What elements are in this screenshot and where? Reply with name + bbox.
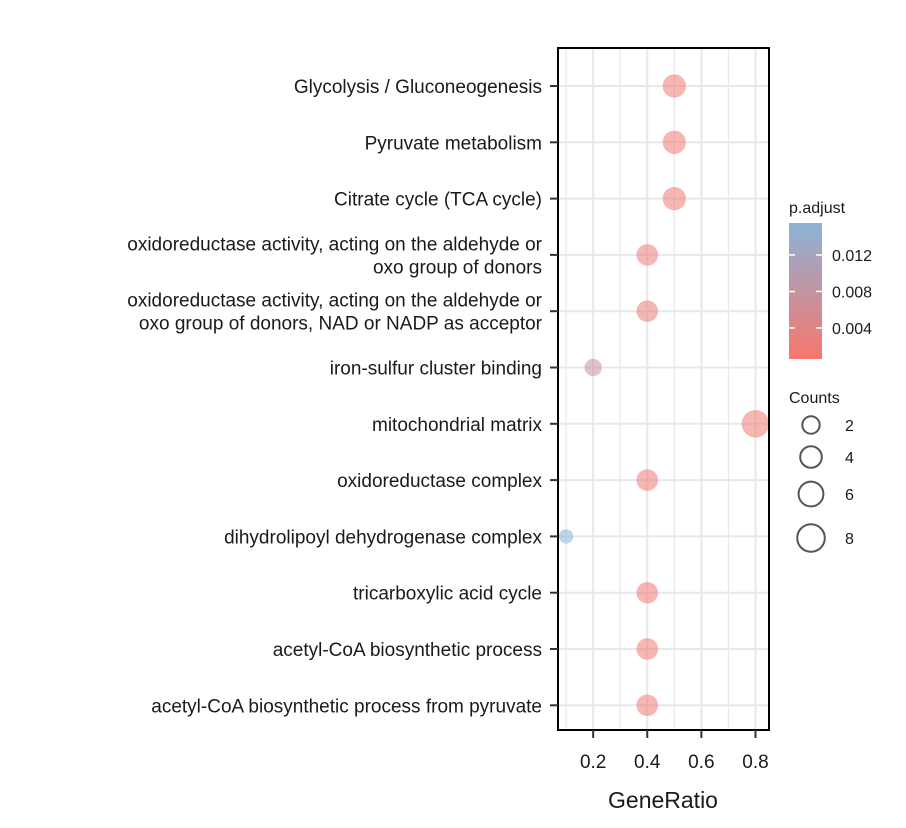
color-legend-label: 0.004 xyxy=(832,321,872,338)
data-point xyxy=(584,358,602,377)
y-tick-label: Glycolysis / Gluconeogenesis xyxy=(294,77,542,98)
plot-panel-border xyxy=(557,47,770,731)
size-legend-label: 6 xyxy=(845,487,854,504)
y-axis: Glycolysis / Gluconeogenesis Pyruvate met… xyxy=(127,77,558,717)
y-tick-label: mitochondrial matrix xyxy=(372,415,542,436)
size-legend-label: 2 xyxy=(845,418,854,435)
data-point xyxy=(636,469,659,491)
x-tick-label: 0.2 xyxy=(580,752,606,773)
x-axis-title: GeneRatio xyxy=(608,787,718,813)
size-legend-label: 4 xyxy=(845,450,854,467)
y-tick-label: oxidoreductase activity, acting on the a… xyxy=(127,234,542,278)
y-tick-label: Pyruvate metabolism xyxy=(365,133,542,154)
data-point xyxy=(662,186,686,211)
y-tick-label: oxidoreductase activity, acting on the a… xyxy=(127,291,542,335)
size-legend-key xyxy=(799,445,823,469)
data-point xyxy=(662,74,686,98)
y-tick-label: dihydrolipoyl dehydrogenase complex xyxy=(224,527,542,548)
y-tick-label: Citrate cycle (TCA cycle) xyxy=(334,190,542,211)
data-points xyxy=(558,74,770,717)
size-legend-key xyxy=(797,480,825,508)
y-tick-label: oxidoreductase complex xyxy=(337,471,542,492)
grid-lines xyxy=(558,48,769,730)
counts-legend: Counts 2 4 6 8 xyxy=(789,390,854,553)
size-legend-key xyxy=(801,415,821,435)
color-legend-label: 0.012 xyxy=(832,248,872,265)
x-tick-label: 0.6 xyxy=(688,752,714,773)
p-adjust-legend: p.adjust 0.012 0.008 0.004 xyxy=(789,200,872,359)
data-point xyxy=(636,694,659,717)
y-tick-label: acetyl-CoA biosynthetic process from pyr… xyxy=(151,696,542,717)
y-tick-label: tricarboxylic acid cycle xyxy=(353,584,542,605)
data-point xyxy=(636,638,659,660)
x-axis: 0.2 0.4 0.6 0.8 xyxy=(580,730,769,773)
data-point xyxy=(636,244,659,266)
x-tick-label: 0.4 xyxy=(634,752,661,773)
size-legend-title: Counts xyxy=(789,390,840,407)
y-tick-label: acetyl-CoA biosynthetic process xyxy=(273,640,542,661)
data-point xyxy=(636,581,659,604)
x-tick-label: 0.8 xyxy=(742,752,768,773)
data-point xyxy=(741,410,770,438)
color-legend-label: 0.008 xyxy=(832,284,872,301)
y-tick-label: iron-sulfur cluster binding xyxy=(330,359,542,380)
data-point xyxy=(636,300,659,323)
size-legend-key xyxy=(796,523,826,553)
size-legend-label: 8 xyxy=(845,531,854,548)
color-legend-title: p.adjust xyxy=(789,200,846,217)
data-point xyxy=(662,130,686,154)
data-point xyxy=(558,529,574,544)
